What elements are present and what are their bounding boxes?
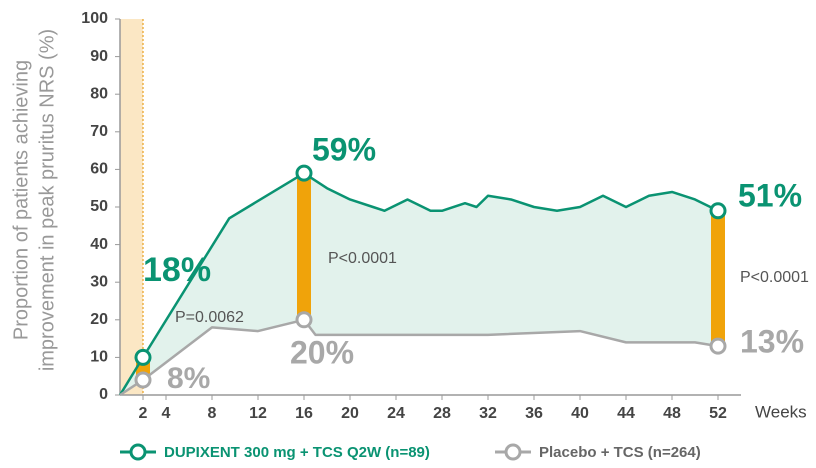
y-tick-label: 90 <box>90 48 108 65</box>
y-tick-label: 70 <box>90 123 108 140</box>
y-tick-label: 80 <box>90 85 108 102</box>
y-tick-label: 10 <box>90 349 108 366</box>
point-marker <box>709 202 727 220</box>
difference-area <box>120 173 718 395</box>
x-tick-label: 24 <box>387 405 405 422</box>
legend-label: DUPIXENT 300 mg + TCS Q2W (n=89) <box>164 444 430 461</box>
series-line <box>119 318 719 397</box>
point-marker <box>134 348 152 366</box>
x-tick-label: 8 <box>208 405 217 422</box>
point-marker <box>295 311 313 329</box>
y-tick-label: 60 <box>90 161 108 178</box>
annotation: P=0.0062 <box>175 309 244 326</box>
annotation: 8% <box>167 362 210 395</box>
y-axis-label: improvement in peak pruritus NRS (%) <box>36 29 58 371</box>
point-marker <box>295 164 313 182</box>
y-tick-label: 0 <box>99 386 108 403</box>
x-axis-label: Weeks <box>755 402 807 421</box>
x-tick-label: 36 <box>525 405 543 422</box>
x-tick-label: 28 <box>433 405 451 422</box>
x-tick-label: 40 <box>571 405 589 422</box>
annotation: 51% <box>738 177 802 213</box>
series-line <box>118 171 719 396</box>
y-tick-label: 20 <box>90 311 108 328</box>
y-axis-label: Proportion of patients achieving <box>10 60 32 340</box>
annotation: P<0.0001 <box>740 269 809 286</box>
legend-marker <box>129 443 147 461</box>
legend-marker <box>504 443 522 461</box>
annotation: 13% <box>740 323 804 359</box>
point-marker <box>709 337 727 355</box>
y-tick-label: 50 <box>90 198 108 215</box>
y-tick-label: 40 <box>90 236 108 253</box>
annotation: 20% <box>290 334 354 370</box>
x-tick-label: 16 <box>295 405 313 422</box>
annotation: P<0.0001 <box>328 250 397 267</box>
annotation: 59% <box>312 131 376 167</box>
x-tick-label: 20 <box>341 405 359 422</box>
annotation: 18% <box>143 251 211 289</box>
x-tick-label: 4 <box>162 405 171 422</box>
x-tick-label: 48 <box>663 405 681 422</box>
point-marker <box>134 371 152 389</box>
x-tick-label: 44 <box>617 405 635 422</box>
y-tick-label: 100 <box>81 10 108 27</box>
x-tick-label: 52 <box>709 405 727 422</box>
y-tick-label: 30 <box>90 273 108 290</box>
x-tick-label: 12 <box>249 405 267 422</box>
x-tick-label: 32 <box>479 405 497 422</box>
highlight-band <box>120 19 143 395</box>
x-tick-label: 2 <box>139 405 148 422</box>
legend-label: Placebo + TCS (n=264) <box>539 444 701 461</box>
